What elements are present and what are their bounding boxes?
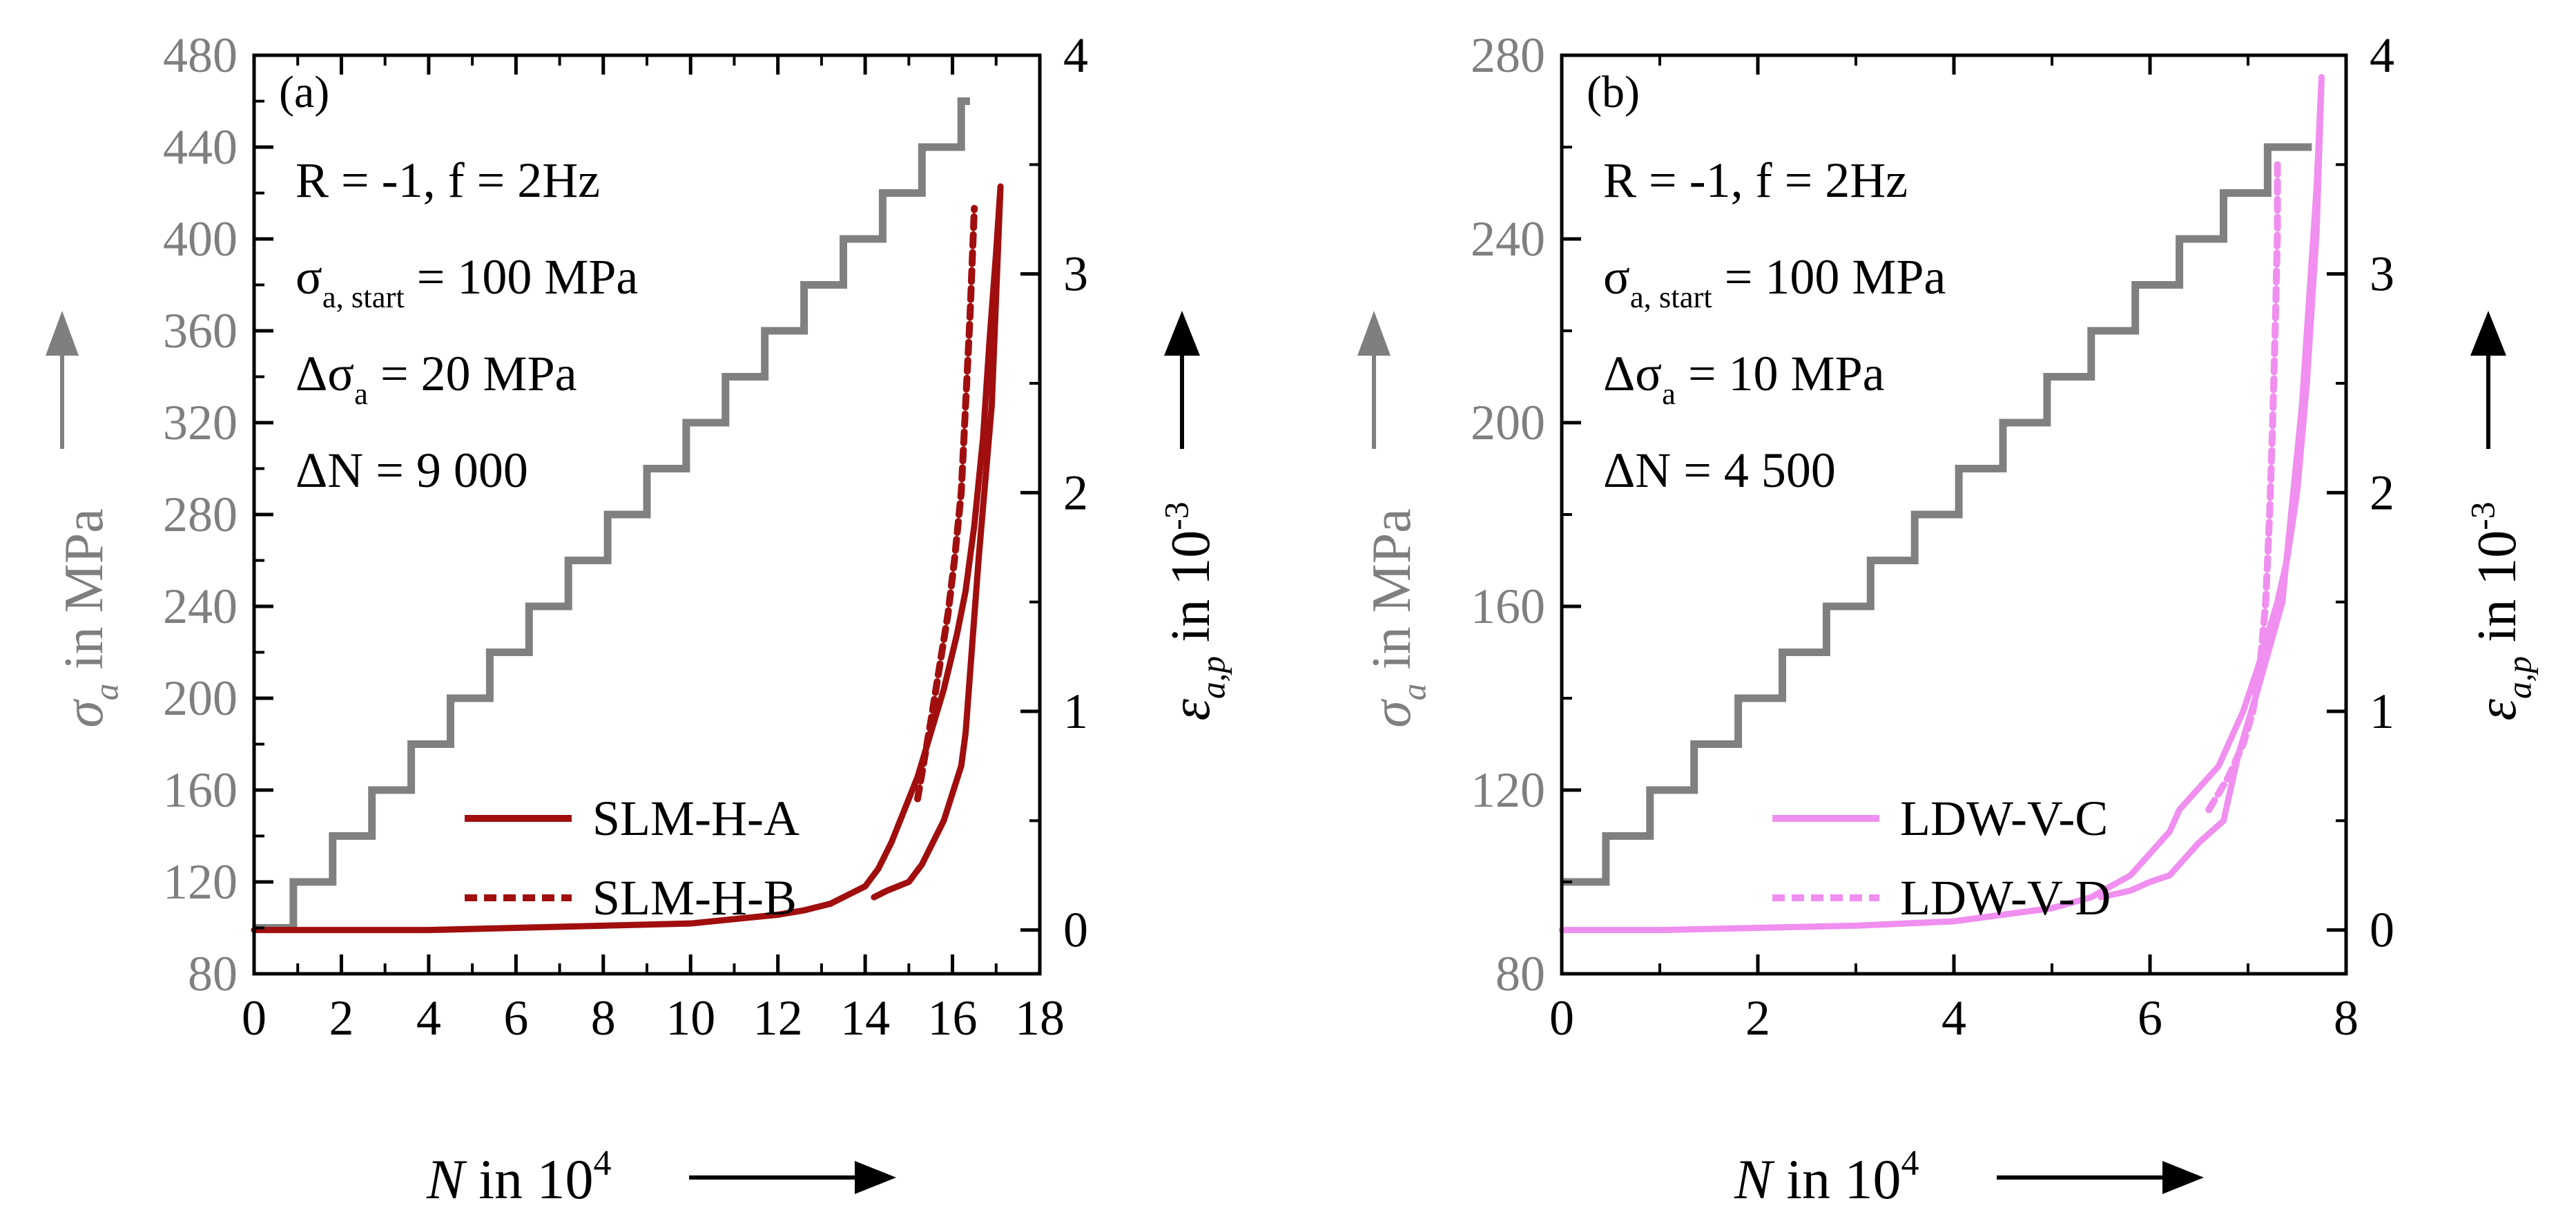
x-tick-label: 18 bbox=[1015, 990, 1065, 1046]
x-tick-label: 2 bbox=[329, 990, 354, 1046]
y-left-axis-arrow-head bbox=[1357, 311, 1391, 356]
x-tick-label: 16 bbox=[928, 990, 978, 1046]
y-left-tick-label: 160 bbox=[163, 762, 238, 818]
x-axis-arrow-head bbox=[855, 1161, 896, 1194]
y-right-tick-label: 1 bbox=[2370, 684, 2394, 739]
x-axis-title: N in 104 bbox=[1734, 1144, 1919, 1211]
x-tick-label: 6 bbox=[503, 990, 528, 1046]
step-load-line bbox=[1562, 143, 2312, 886]
series-slm-h-b-line bbox=[913, 204, 978, 803]
y-left-tick-label: 360 bbox=[163, 303, 238, 358]
y-left-tick-label: 440 bbox=[163, 119, 238, 175]
y-left-axis-title: σa in MPa bbox=[1362, 508, 1433, 728]
annotation-text: ΔN = 9 000 bbox=[296, 443, 528, 498]
x-tick-label: 6 bbox=[2138, 990, 2162, 1046]
y-right-tick-label: 0 bbox=[2370, 903, 2394, 958]
series-ldw-v-c-line bbox=[1558, 74, 2325, 934]
y-left-axis-title-group: σa in MPa bbox=[54, 508, 125, 728]
x-tick-label: 8 bbox=[2334, 990, 2359, 1046]
y-right-tick-label: 3 bbox=[2370, 247, 2394, 302]
y-right-axis-title: εa,p in 10-3 bbox=[2464, 501, 2539, 720]
series-slm-h-a-line bbox=[251, 183, 1004, 934]
y-right-axis-title-group: εa,p in 10-3 bbox=[1158, 501, 1232, 720]
y-right-axis-arrow-head bbox=[2470, 311, 2506, 356]
chart-panel-a: 0 2 4 6 8 10 12 14 16 188012016020024028032036040… bbox=[46, 28, 1232, 1211]
y-left-axis-title: σa in MPa bbox=[54, 508, 125, 728]
y-left-tick-label: 80 bbox=[1495, 946, 1545, 1001]
step-load-line bbox=[254, 97, 970, 932]
x-tick-label: 2 bbox=[1745, 990, 1770, 1046]
y-left-tick-label: 200 bbox=[1471, 395, 1545, 450]
chart-panel-b: 0 2 4 6 8 80 120 160 200 240 280 0 1 2 3 4 (b) R = -1, f … bbox=[1357, 28, 2538, 1211]
y-right-tick-label: 4 bbox=[2370, 28, 2394, 83]
series-ldw-v-d-line bbox=[2205, 161, 2281, 814]
y-left-tick-label: 120 bbox=[1471, 762, 1545, 818]
legend-label-slm-h-b: SLM-H-B bbox=[592, 870, 797, 925]
y-left-tick-label: 120 bbox=[163, 854, 238, 910]
x-tick-label: 8 bbox=[591, 990, 616, 1046]
annotation-text: ΔN = 4 500 bbox=[1603, 443, 1836, 498]
annotation-text: R = -1, f = 2Hz bbox=[296, 153, 600, 208]
y-left-tick-label: 280 bbox=[163, 487, 238, 542]
y-right-tick-label: 1 bbox=[1063, 684, 1088, 739]
y-left-tick-label: 480 bbox=[163, 28, 238, 83]
y-left-tick-label: 240 bbox=[163, 579, 238, 634]
legend-label-slm-h-a: SLM-H-A bbox=[592, 791, 800, 846]
x-tick-label: 0 bbox=[242, 990, 267, 1046]
x-axis-arrow-head bbox=[2162, 1161, 2204, 1194]
x-tick-label: 10 bbox=[666, 990, 715, 1046]
y-right-axis-title-group: εa,p in 10-3 bbox=[2464, 501, 2539, 720]
y-left-tick-label: 80 bbox=[188, 946, 238, 1001]
annotation-text: R = -1, f = 2Hz bbox=[1603, 153, 1908, 208]
y-left-axis-title-group: σa in MPa bbox=[1362, 508, 1433, 728]
y-left-axis-arrow-head bbox=[46, 311, 79, 356]
annotation-text: Δσa = 10 MPa bbox=[1603, 346, 1885, 411]
y-left-tick-label: 280 bbox=[1471, 28, 1545, 83]
y-right-tick-label: 2 bbox=[1063, 465, 1088, 520]
y-left-tick-label: 160 bbox=[1471, 579, 1545, 634]
annotation-text: Δσa = 20 MPa bbox=[296, 346, 577, 411]
x-tick-label: 4 bbox=[416, 990, 441, 1046]
panel-label: (b) bbox=[1587, 67, 1640, 117]
x-tick-label: 14 bbox=[840, 990, 890, 1046]
y-right-axis-arrow-head bbox=[1164, 311, 1200, 356]
annotation-text: σa, start = 100 MPa bbox=[1603, 249, 1946, 314]
y-left-tick-label: 200 bbox=[163, 671, 238, 726]
x-tick-label: 12 bbox=[753, 990, 803, 1046]
panel-label: (a) bbox=[279, 67, 329, 117]
y-right-tick-label: 3 bbox=[1063, 247, 1088, 302]
y-right-tick-label: 4 bbox=[1063, 28, 1088, 83]
x-tick-label: 4 bbox=[1941, 990, 1966, 1046]
y-left-tick-label: 240 bbox=[1471, 211, 1545, 267]
legend-label-ldw-v-c: LDW-V-C bbox=[1900, 791, 2108, 846]
x-axis-title: N in 104 bbox=[426, 1144, 612, 1211]
annotation-text: σa, start = 100 MPa bbox=[296, 249, 638, 314]
y-left-tick-label: 400 bbox=[163, 211, 238, 267]
x-tick-label: 0 bbox=[1549, 990, 1574, 1046]
y-right-tick-label: 2 bbox=[2370, 465, 2394, 520]
y-right-axis-title: εa,p in 10-3 bbox=[1158, 501, 1232, 720]
legend-label-ldw-v-d: LDW-V-D bbox=[1900, 870, 2111, 925]
y-left-tick-label: 320 bbox=[163, 395, 238, 450]
y-right-tick-label: 0 bbox=[1063, 903, 1088, 958]
